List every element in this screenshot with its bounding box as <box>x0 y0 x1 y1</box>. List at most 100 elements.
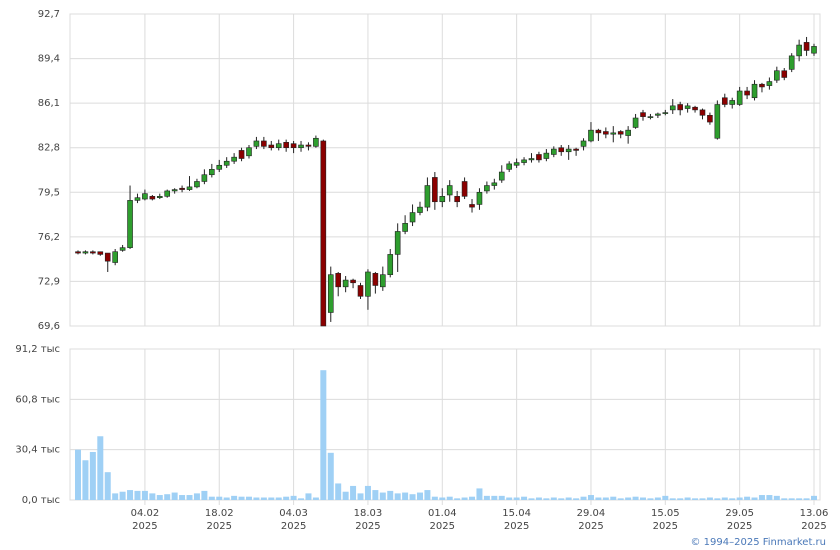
candle-body <box>647 116 654 118</box>
candle-body <box>640 112 646 117</box>
volume-bar <box>625 497 632 500</box>
volume-bar <box>669 498 676 500</box>
volume-bar <box>97 436 104 500</box>
x-tick-label: 18.02 <box>205 508 234 519</box>
candle-body <box>558 147 565 153</box>
volume-bar <box>186 495 193 500</box>
volume-bar <box>416 492 423 500</box>
volume-bar <box>498 495 505 500</box>
candle-body <box>528 158 535 161</box>
candle-body <box>365 271 371 297</box>
volume-bar <box>677 498 684 500</box>
candle-body <box>194 181 200 188</box>
volume-bar <box>238 496 245 500</box>
candle-body <box>550 148 557 155</box>
x-tick-label: 29.04 <box>577 508 606 519</box>
volume-bar <box>268 497 275 500</box>
volume-bar <box>521 496 528 500</box>
candle-body <box>320 140 327 327</box>
volume-bar <box>706 497 713 500</box>
x-tick-year: 2025 <box>727 521 752 532</box>
y-tick-label: 69,6 <box>38 321 60 332</box>
candle-body <box>372 273 379 286</box>
candle-body <box>692 106 698 111</box>
volume-bar <box>335 483 342 500</box>
candle-body <box>409 212 416 223</box>
x-tick-year: 2025 <box>801 521 826 532</box>
volume-bar <box>372 490 379 500</box>
volume-bar <box>327 452 334 500</box>
candle-body <box>744 90 750 96</box>
volume-bar <box>260 497 267 500</box>
candle-body <box>350 279 356 284</box>
candle-body <box>305 144 312 147</box>
candle-body <box>275 143 282 149</box>
candle-body <box>498 171 505 181</box>
volume-bar <box>431 496 438 500</box>
candle-body <box>699 109 706 116</box>
volume-bar <box>216 496 223 500</box>
volume-bar <box>164 494 171 500</box>
volume-bar <box>446 496 453 500</box>
candle-body <box>223 160 230 166</box>
volume-bar <box>119 491 126 500</box>
x-tick-year: 2025 <box>281 521 306 532</box>
candle-body <box>521 159 527 163</box>
x-tick-label: 13.06 <box>800 508 829 519</box>
volume-bar <box>82 460 89 500</box>
candle-body <box>417 206 423 213</box>
volume-bar <box>394 493 401 500</box>
volume-bar <box>714 498 721 500</box>
x-tick-label: 18.03 <box>354 508 383 519</box>
candle-body <box>97 251 104 255</box>
volume-bar <box>387 490 394 500</box>
candle-body <box>484 185 490 192</box>
volume-bar <box>454 498 461 500</box>
candle-body <box>387 254 394 275</box>
volume-bar <box>528 498 535 500</box>
candle-body <box>342 279 349 288</box>
candle-body <box>677 104 683 111</box>
volume-bar <box>506 497 513 500</box>
volume-bar <box>580 496 587 500</box>
x-tick-label: 29.05 <box>725 508 754 519</box>
candle-body <box>112 251 118 263</box>
candle-body <box>439 196 446 203</box>
candle-body <box>781 70 788 78</box>
candle-body <box>164 190 171 197</box>
x-tick-year: 2025 <box>132 521 157 532</box>
candle-body <box>424 185 431 208</box>
candle-body <box>811 46 817 54</box>
x-tick-year: 2025 <box>653 521 678 532</box>
volume-bar <box>141 490 148 500</box>
volume-bar <box>736 497 743 500</box>
candle-body <box>209 169 215 176</box>
copyright: © 1994–2025 Finmarket.ru <box>690 537 826 548</box>
volume-bar <box>699 498 706 500</box>
y-tick-label: 76,2 <box>38 232 60 243</box>
candle-body <box>759 83 765 88</box>
x-tick-year: 2025 <box>578 521 603 532</box>
candle-body <box>751 83 758 99</box>
candle-body <box>402 223 408 232</box>
candle-body <box>684 105 691 109</box>
candle-body <box>156 196 163 198</box>
volume-bar <box>156 495 163 500</box>
candle-body <box>588 129 594 142</box>
volume-tick-label: 30,4 тыс <box>15 445 60 456</box>
candle-body <box>461 181 468 197</box>
volume-bar <box>781 498 788 500</box>
volume-bar <box>134 490 141 500</box>
volume-bar <box>424 490 431 500</box>
candle-body <box>617 131 624 135</box>
volume-bar <box>342 491 349 500</box>
volume-bar <box>312 497 319 500</box>
candle-body <box>796 44 802 57</box>
volume-bar <box>193 493 200 500</box>
candle-body <box>298 144 304 149</box>
volume-bar <box>409 494 416 500</box>
volume-bar <box>469 496 476 500</box>
candle-body <box>313 137 319 147</box>
volume-bar <box>721 497 728 500</box>
candle-body <box>75 251 81 254</box>
